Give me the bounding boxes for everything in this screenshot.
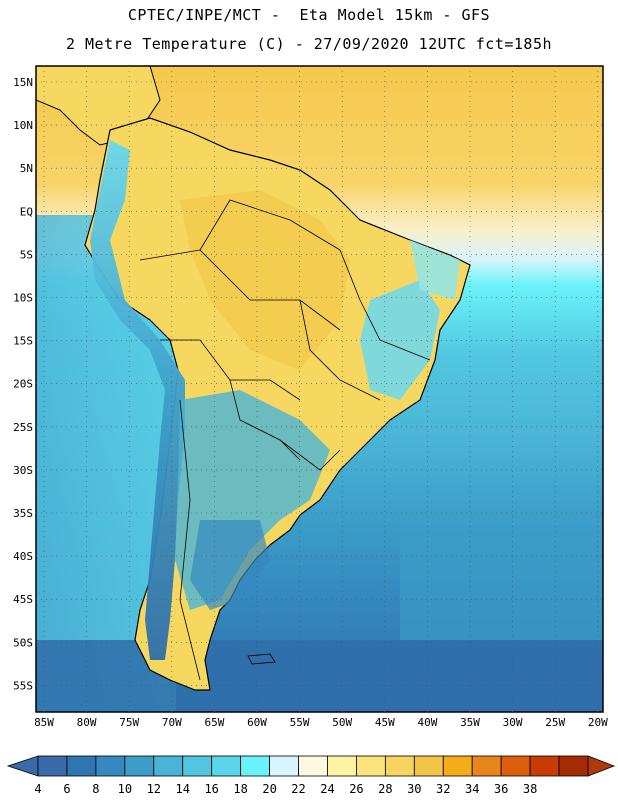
- colorbar-tick-label: 18: [233, 782, 247, 796]
- longitude-label: 70W: [162, 716, 182, 729]
- colorbar-swatch: [153, 755, 184, 777]
- colorbar-tick-label: 8: [92, 782, 99, 796]
- chart-subtitle: 2 Metre Temperature (C) - 27/09/2020 12U…: [65, 35, 553, 53]
- country-borders: [139, 199, 431, 681]
- latitude-label: 10S: [13, 292, 33, 305]
- map-frame: [35, 65, 604, 713]
- colorbar-swatch: [529, 755, 560, 777]
- colorbar-swatch: [384, 755, 415, 777]
- longitude-label: 55W: [290, 716, 310, 729]
- latitude-label: EQ: [20, 205, 33, 218]
- longitude-label: 25W: [545, 716, 565, 729]
- colorbar-tick-label: 16: [204, 782, 218, 796]
- colorbar-tick-label: 12: [147, 782, 161, 796]
- latitude-label: 50S: [13, 636, 33, 649]
- longitude-label: 30W: [503, 716, 523, 729]
- colorbar-max-arrow: [587, 755, 616, 777]
- colorbar-swatch: [558, 755, 589, 777]
- latitude-label: 55S: [13, 679, 33, 692]
- colorbar-tick-label: 4: [34, 782, 41, 796]
- latitude-label: 25S: [13, 421, 33, 434]
- longitude-label: 50W: [332, 716, 352, 729]
- latitude-label: 20S: [13, 378, 33, 391]
- colorbar-swatch: [240, 755, 270, 777]
- colorbar-tick-label: 34: [465, 782, 479, 796]
- colorbar-tick-label: 20: [262, 782, 276, 796]
- longitude-label: 80W: [77, 716, 97, 729]
- colorbar-swatch: [211, 755, 242, 777]
- colorbar-tick-label: 14: [176, 782, 190, 796]
- colorbar-swatch: [471, 755, 502, 777]
- colorbar-tick-label: 26: [349, 782, 363, 796]
- longitude-label: 85W: [34, 716, 54, 729]
- latitude-label: 5N: [20, 162, 33, 175]
- latitude-label: 15N: [13, 76, 33, 89]
- latitude-label: 35S: [13, 507, 33, 520]
- colorbar-tick-label: 38: [523, 782, 537, 796]
- latitude-label: 5S: [20, 248, 33, 261]
- latitude-label: 15S: [13, 335, 33, 348]
- colorbar-swatch: [124, 755, 155, 777]
- longitude-label: 60W: [247, 716, 267, 729]
- andes-cold-zone: [90, 140, 185, 660]
- colorbar-tick-label: 10: [118, 782, 132, 796]
- colorbar-tick-label: 24: [320, 782, 334, 796]
- colorbar-swatch: [442, 755, 473, 777]
- colorbar-swatch: [413, 755, 444, 777]
- colorbar-tick-label: 36: [494, 782, 508, 796]
- longitude-labels: 85W 80W 75W 70W 65W 60W 55W 50W 45W 40W 35W 30W 25W 2…: [34, 716, 608, 729]
- colorbar-swatch: [95, 755, 126, 777]
- longitude-label: 75W: [119, 716, 139, 729]
- colorbar-swatch: [37, 755, 68, 777]
- colorbar-swatch: [182, 755, 213, 777]
- colorbar-swatch: [298, 755, 328, 777]
- longitude-label: 65W: [204, 716, 224, 729]
- colorbar-swatch: [66, 755, 97, 777]
- latitude-label: 10N: [13, 119, 33, 132]
- longitude-label: 35W: [460, 716, 480, 729]
- colorbar-tick-label: 6: [63, 782, 70, 796]
- colorbar-swatch: [269, 755, 299, 777]
- colorbar-min-arrow: [6, 755, 39, 777]
- longitude-label: 45W: [375, 716, 395, 729]
- latitude-label: 40S: [13, 550, 33, 563]
- colorbar-swatch: [356, 755, 386, 777]
- latitude-label: 45S: [13, 593, 33, 606]
- latitude-label: 30S: [13, 464, 33, 477]
- colorbar-tick-label: 32: [436, 782, 450, 796]
- latitude-labels: 15N 10N 5N EQ 5S 10S 15S 20S 25S 30S 35S 40S 45S 50S 5…: [13, 76, 33, 692]
- colorbar-tick-label: 22: [291, 782, 305, 796]
- colorbar-swatch: [500, 755, 531, 777]
- colorbar-tick-label: 28: [378, 782, 392, 796]
- colorbar-tick-label: 30: [407, 782, 421, 796]
- longitude-label: 20W: [588, 716, 608, 729]
- longitude-label: 40W: [417, 716, 437, 729]
- colorbar: 4 6 8 10 12 14 16 18 20 22 24 26 28 30 32 34 36 38: [6, 755, 616, 796]
- colorbar-swatch: [327, 755, 357, 777]
- chart-title: CPTEC/INPE/MCT - Eta Model 15km - GFS: [127, 6, 491, 24]
